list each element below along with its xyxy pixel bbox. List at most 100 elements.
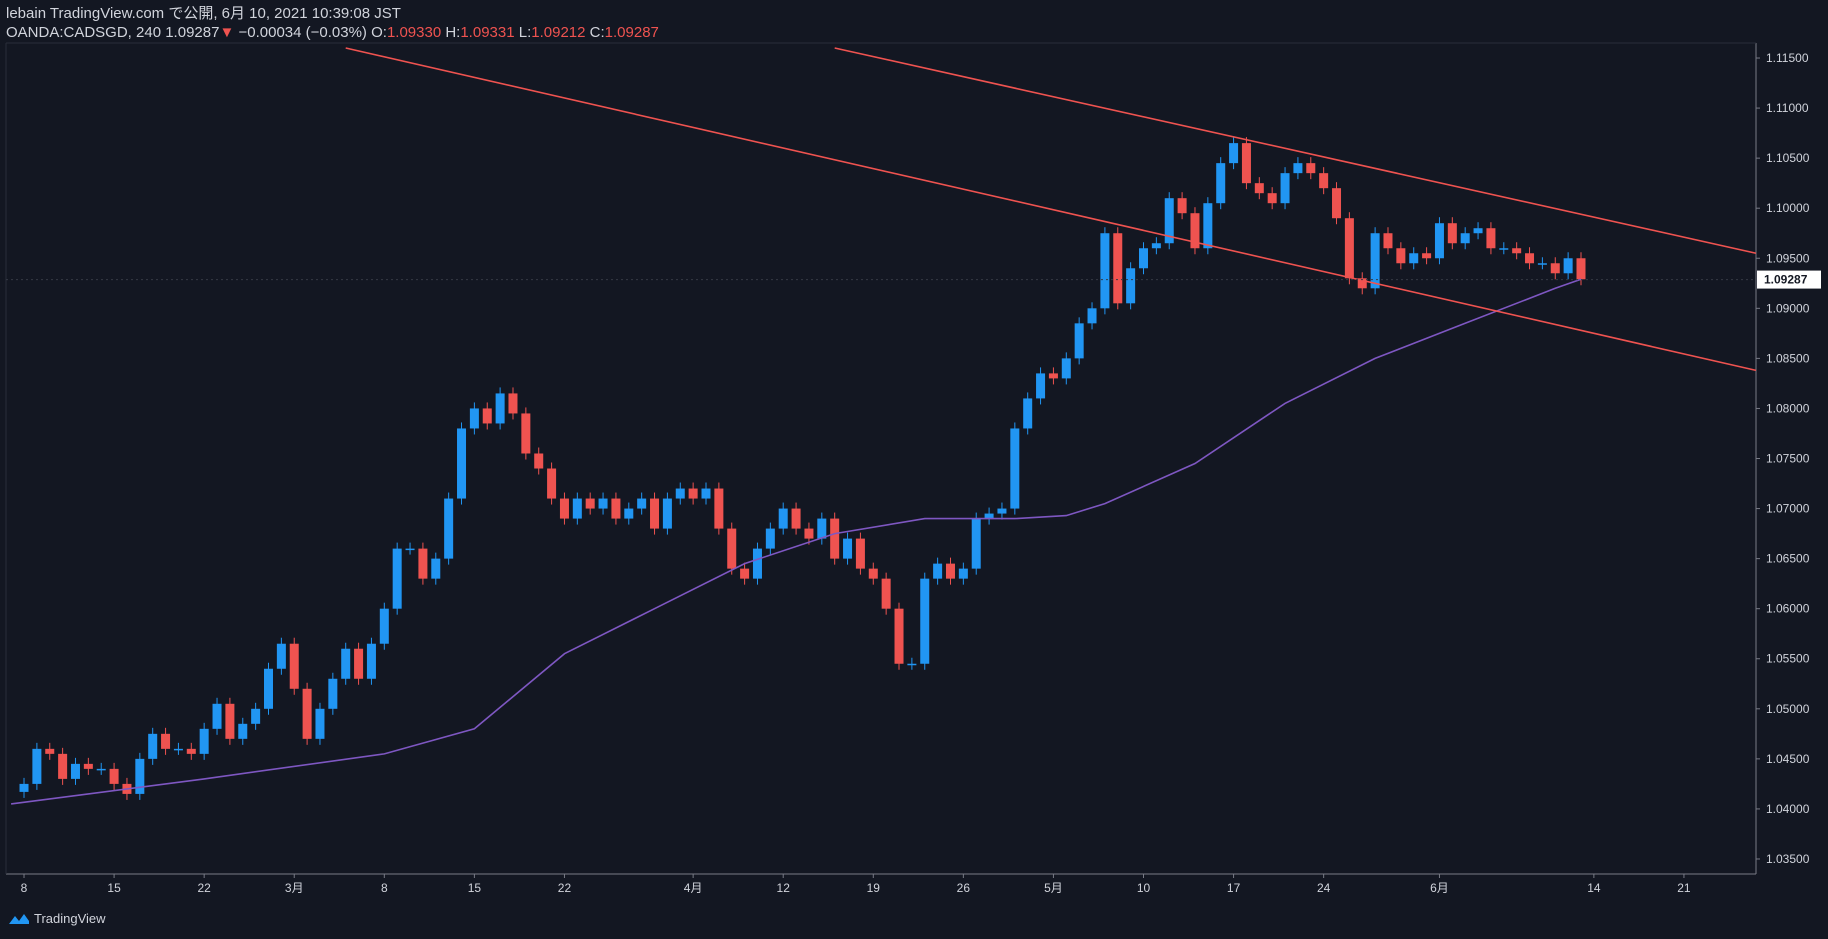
candle-body xyxy=(547,468,557,499)
last-price-tag xyxy=(1757,270,1821,289)
close-label: C: xyxy=(589,24,605,41)
candle-body xyxy=(1280,173,1290,204)
candle-body xyxy=(611,498,621,519)
candle-body xyxy=(19,783,29,792)
price-tick-label: 1.09000 xyxy=(1766,301,1810,315)
trendline[interactable] xyxy=(345,47,1757,372)
price-tick-label: 1.06500 xyxy=(1766,552,1810,566)
price-axis[interactable]: 1.11500 1.11000 1.10500 1.10000 1.09500 1.090… xyxy=(6,51,1821,866)
price-tick-label: 1.08500 xyxy=(1766,351,1810,365)
time-tick-label: 22 xyxy=(558,881,572,895)
candle-body xyxy=(958,568,968,579)
price-tick-label: 1.11000 xyxy=(1766,101,1809,115)
candle-body xyxy=(650,498,660,529)
candle-body xyxy=(1151,243,1161,249)
tradingview-logo-icon xyxy=(9,913,29,924)
trendline[interactable] xyxy=(834,47,1757,255)
candle-body xyxy=(662,498,672,529)
candle-body xyxy=(1126,268,1136,304)
candle-body xyxy=(469,408,479,429)
candle-body xyxy=(482,408,492,424)
candle-body xyxy=(1422,253,1432,259)
candle-body xyxy=(379,608,389,644)
moving-average-layer xyxy=(10,278,1582,805)
candle-body xyxy=(1203,203,1213,249)
candle-body xyxy=(1396,248,1406,264)
candle-body xyxy=(778,508,788,529)
candle-body xyxy=(1074,323,1084,359)
candle-body xyxy=(701,488,711,499)
candle-body xyxy=(1048,373,1058,379)
time-tick-label: 17 xyxy=(1227,881,1241,895)
candle-body xyxy=(341,648,351,679)
time-axis[interactable]: 8 15 22 3月 8 15 22 4月 12 19 26 5月 10 17 24 6月 14 21 xyxy=(21,874,1691,895)
candle-body xyxy=(945,563,955,579)
candle-body xyxy=(70,763,80,779)
price-tick-label: 1.10500 xyxy=(1766,151,1810,165)
candle-body xyxy=(1010,428,1020,509)
candle-body xyxy=(534,453,544,469)
chart-header: lebain TradingView.com で公開, 6月 10, 2021 … xyxy=(6,4,659,42)
footer-brand: TradingView xyxy=(34,911,106,926)
candle-body xyxy=(212,703,222,729)
candle-body xyxy=(1023,398,1033,429)
candle-body xyxy=(405,548,415,551)
candle-body xyxy=(1357,278,1367,289)
candle-body xyxy=(868,568,878,579)
candle-body xyxy=(1550,263,1560,274)
candle-body xyxy=(1370,233,1380,289)
candle-body xyxy=(1061,358,1071,379)
price-tick-label: 1.04500 xyxy=(1766,752,1810,766)
candle-body xyxy=(817,518,827,539)
candle-body xyxy=(495,393,505,424)
candle-body xyxy=(1254,183,1264,194)
candle-body xyxy=(791,508,801,529)
candle-body xyxy=(444,498,454,559)
candle-body xyxy=(804,528,814,539)
candle-body xyxy=(508,393,518,414)
candle-body xyxy=(933,563,943,579)
candle-body xyxy=(894,608,904,664)
low-value: 1.09212 xyxy=(531,24,586,41)
price-tick-label: 1.03500 xyxy=(1766,852,1810,866)
price-tick-label: 1.08000 xyxy=(1766,401,1810,415)
candle-body xyxy=(354,648,364,679)
trendlines-layer[interactable] xyxy=(345,47,1757,372)
time-tick-label: 21 xyxy=(1677,881,1691,895)
candle-body xyxy=(727,528,737,569)
candle-body xyxy=(45,748,55,754)
high-value: 1.09331 xyxy=(460,24,515,41)
price-tick-label: 1.05000 xyxy=(1766,702,1810,716)
candle-body xyxy=(1409,253,1419,264)
candle-body xyxy=(1293,163,1303,174)
candle-body xyxy=(418,548,428,579)
symbol-name[interactable]: OANDA:CADSGD, 240 xyxy=(6,24,162,41)
candle-body xyxy=(585,498,595,509)
candle-body xyxy=(740,568,750,579)
candle-body xyxy=(225,703,235,739)
candle-body xyxy=(1383,233,1393,249)
plot-frame xyxy=(5,42,1757,875)
candle-body xyxy=(366,643,376,679)
time-tick-label: 26 xyxy=(957,881,971,895)
candle-body xyxy=(675,488,685,499)
time-tick-label: 12 xyxy=(777,881,791,895)
candle-body xyxy=(1512,248,1522,254)
candle-body xyxy=(96,768,106,771)
candle-body xyxy=(1113,233,1123,304)
last-price-label: 1.09287 xyxy=(1764,273,1808,287)
time-tick-label: 4月 xyxy=(684,881,703,895)
candle-body xyxy=(1447,223,1457,244)
candle-body xyxy=(830,518,840,559)
candle-body xyxy=(289,643,299,689)
symbol-legend: OANDA:CADSGD, 240 1.09287▼ −0.00034 (−0.… xyxy=(6,23,659,42)
footer[interactable]: TradingView xyxy=(8,911,106,926)
time-tick-label: 19 xyxy=(867,881,881,895)
time-tick-label: 8 xyxy=(21,881,28,895)
candle-body xyxy=(598,498,608,509)
candle-body xyxy=(559,498,569,519)
candle-body xyxy=(186,748,196,754)
last-price: 1.09287 xyxy=(165,24,220,41)
candle-body xyxy=(251,708,261,724)
